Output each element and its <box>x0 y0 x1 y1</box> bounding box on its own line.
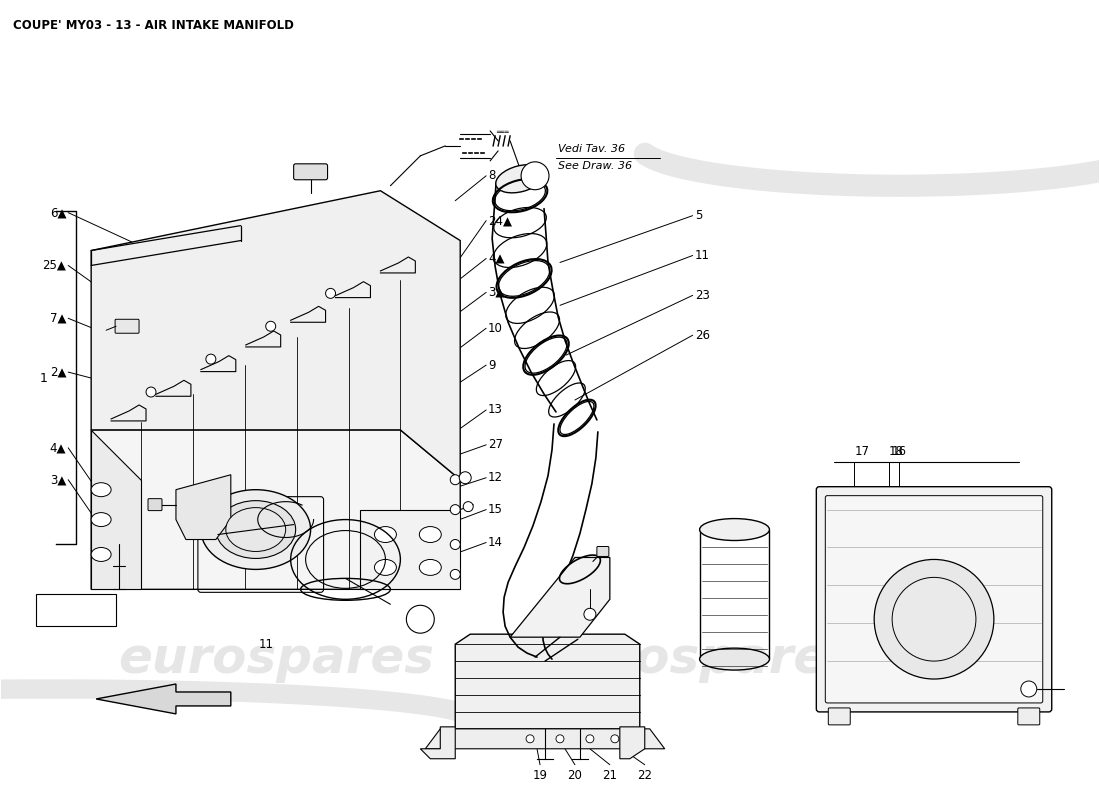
Polygon shape <box>91 430 460 590</box>
Ellipse shape <box>419 526 441 542</box>
Ellipse shape <box>374 526 396 542</box>
Text: 17: 17 <box>855 446 869 458</box>
Polygon shape <box>176 474 231 539</box>
Text: Vedi Tav. 36: Vedi Tav. 36 <box>558 144 625 154</box>
Text: 9: 9 <box>488 358 496 372</box>
Ellipse shape <box>374 559 396 575</box>
Text: 16: 16 <box>892 446 906 458</box>
Text: eurospares: eurospares <box>118 635 433 683</box>
FancyBboxPatch shape <box>1018 708 1040 725</box>
Circle shape <box>459 472 471 484</box>
Circle shape <box>450 505 460 514</box>
Circle shape <box>586 735 594 743</box>
Polygon shape <box>91 430 141 590</box>
Text: 6▲: 6▲ <box>50 206 66 219</box>
Text: 21: 21 <box>603 769 617 782</box>
Text: 11: 11 <box>258 638 273 650</box>
Text: 15: 15 <box>488 503 503 516</box>
Ellipse shape <box>91 547 111 562</box>
FancyBboxPatch shape <box>597 546 609 557</box>
Text: 3▲: 3▲ <box>488 286 505 299</box>
Circle shape <box>450 474 460 485</box>
Ellipse shape <box>201 490 310 570</box>
Polygon shape <box>420 727 455 758</box>
Polygon shape <box>91 190 460 480</box>
Ellipse shape <box>91 482 111 497</box>
Circle shape <box>556 735 564 743</box>
Text: See Draw. 36: See Draw. 36 <box>558 161 632 171</box>
Circle shape <box>526 735 534 743</box>
Text: 22: 22 <box>637 769 652 782</box>
Ellipse shape <box>216 501 296 558</box>
Text: 12: 12 <box>488 471 503 484</box>
Text: 20: 20 <box>568 769 582 782</box>
Polygon shape <box>619 727 645 758</box>
Text: 25▲: 25▲ <box>42 259 66 272</box>
Text: 27: 27 <box>488 438 503 451</box>
FancyBboxPatch shape <box>36 594 117 626</box>
Polygon shape <box>510 558 609 637</box>
Circle shape <box>892 578 976 661</box>
Circle shape <box>521 162 549 190</box>
Text: eurospares: eurospares <box>541 635 858 683</box>
Text: 14: 14 <box>488 536 503 549</box>
Ellipse shape <box>700 518 769 541</box>
Ellipse shape <box>419 559 441 575</box>
Ellipse shape <box>700 648 769 670</box>
Polygon shape <box>361 510 460 590</box>
FancyBboxPatch shape <box>148 498 162 510</box>
Circle shape <box>450 539 460 550</box>
FancyBboxPatch shape <box>816 486 1052 712</box>
Text: 7▲: 7▲ <box>50 312 66 325</box>
FancyBboxPatch shape <box>828 708 850 725</box>
Text: 13: 13 <box>488 403 503 417</box>
Text: 24▲: 24▲ <box>488 214 513 227</box>
Circle shape <box>206 354 216 364</box>
Text: 1: 1 <box>40 371 47 385</box>
Text: 23: 23 <box>694 289 710 302</box>
Text: 4▲: 4▲ <box>488 252 505 265</box>
Text: 19: 19 <box>532 769 548 782</box>
Circle shape <box>874 559 994 679</box>
Text: 11: 11 <box>694 249 710 262</box>
FancyBboxPatch shape <box>294 164 328 180</box>
Text: A: A <box>417 614 424 624</box>
Text: 5: 5 <box>694 209 702 222</box>
Circle shape <box>406 606 434 633</box>
Circle shape <box>610 735 619 743</box>
FancyBboxPatch shape <box>825 496 1043 703</box>
Circle shape <box>146 387 156 397</box>
Circle shape <box>584 608 596 620</box>
Text: 2▲: 2▲ <box>50 366 66 378</box>
Ellipse shape <box>496 165 544 193</box>
Text: 10: 10 <box>488 322 503 334</box>
Text: 3▲: 3▲ <box>50 474 66 486</box>
Polygon shape <box>455 634 640 729</box>
Circle shape <box>1021 681 1037 697</box>
Text: 8: 8 <box>488 170 495 182</box>
Circle shape <box>266 322 276 331</box>
Text: ═══: ═══ <box>496 128 508 134</box>
Circle shape <box>326 288 336 298</box>
Text: 4▲: 4▲ <box>50 442 66 454</box>
Circle shape <box>463 502 473 512</box>
Text: A: A <box>531 170 539 181</box>
Text: COUPE' MY03 - 13 - AIR INTAKE MANIFOLD: COUPE' MY03 - 13 - AIR INTAKE MANIFOLD <box>13 19 294 32</box>
Polygon shape <box>426 729 664 749</box>
Ellipse shape <box>226 508 286 551</box>
Text: ▲ = 1: ▲ = 1 <box>58 604 95 617</box>
FancyBboxPatch shape <box>116 319 139 334</box>
Polygon shape <box>96 684 231 714</box>
Text: 26: 26 <box>694 329 710 342</box>
Ellipse shape <box>91 513 111 526</box>
Text: 18: 18 <box>889 446 904 458</box>
Circle shape <box>450 570 460 579</box>
